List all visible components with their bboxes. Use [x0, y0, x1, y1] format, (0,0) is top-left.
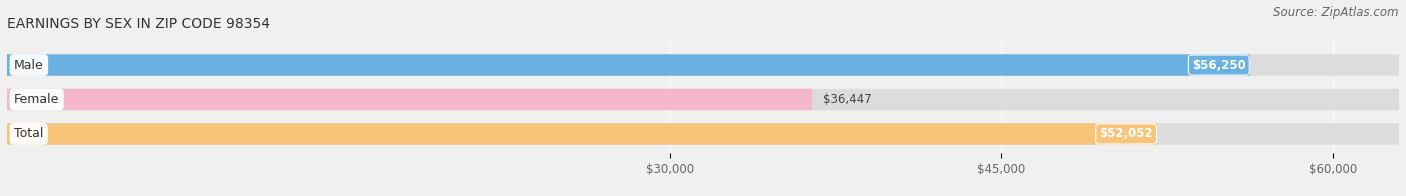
FancyBboxPatch shape [7, 89, 813, 110]
Text: $36,447: $36,447 [824, 93, 872, 106]
Text: Total: Total [14, 127, 44, 140]
Text: $52,052: $52,052 [1099, 127, 1153, 140]
Text: Female: Female [14, 93, 59, 106]
FancyBboxPatch shape [7, 89, 1399, 110]
Text: $56,250: $56,250 [1192, 59, 1246, 72]
Text: Male: Male [14, 59, 44, 72]
FancyBboxPatch shape [7, 54, 1399, 76]
FancyBboxPatch shape [7, 123, 1399, 145]
FancyBboxPatch shape [7, 123, 1157, 145]
Text: EARNINGS BY SEX IN ZIP CODE 98354: EARNINGS BY SEX IN ZIP CODE 98354 [7, 17, 270, 31]
Text: Source: ZipAtlas.com: Source: ZipAtlas.com [1274, 6, 1399, 19]
FancyBboxPatch shape [7, 54, 1250, 76]
